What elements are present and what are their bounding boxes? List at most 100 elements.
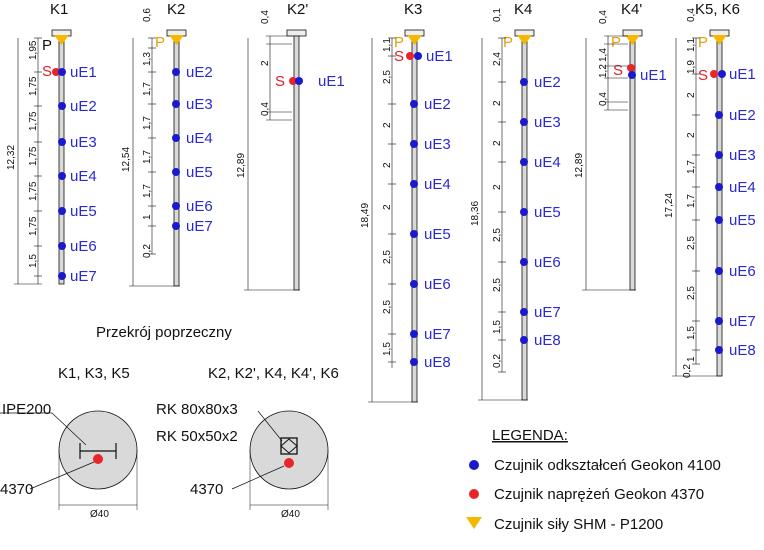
strain-sensor-icon [715, 317, 723, 325]
stress-sensor-icon [710, 70, 718, 78]
strain-sensor-icon [172, 100, 180, 108]
sensor-label: uE7 [729, 313, 756, 330]
dim-k2-total: 12,54 [121, 147, 132, 172]
sensor-label: uE6 [70, 238, 97, 255]
sensor-label: uE3 [424, 136, 451, 153]
cross-section-block: Przekrój poprzeczny K1, K3, K5 K2, K2', … [0, 324, 339, 520]
dim-seg: 1,5 [686, 326, 697, 340]
dim-seg: 1,5 [492, 320, 503, 334]
strain-sensor-icon [58, 102, 66, 110]
section-group-right: K2, K2', K4, K4', K6 [208, 365, 339, 382]
marker-s: S [613, 62, 623, 79]
section-left: IPE200 4370 Ø40 [0, 401, 138, 520]
sensor-label: uE6 [534, 254, 561, 271]
dim-seg: 0,2 [492, 354, 503, 368]
strain-sensor-icon [410, 180, 418, 188]
strain-sensor-icon [58, 68, 66, 76]
sensor-label: uE1 [729, 66, 756, 83]
stress-sensor-icon [52, 68, 60, 76]
sensor-label: uE1 [318, 73, 345, 90]
marker-p: P [42, 37, 52, 54]
stress-sensor-icon [284, 458, 294, 468]
dim-seg: 1,75 [28, 181, 39, 201]
sensor-label: uE3 [186, 96, 213, 113]
strain-sensor-icon [520, 258, 528, 266]
dim-seg: 1,75 [28, 111, 39, 131]
force-sensor-icon [625, 35, 640, 45]
strain-sensor-icon [58, 272, 66, 280]
force-sensor-icon [712, 35, 727, 45]
sensor-label: uE1 [640, 67, 667, 84]
dim-total: 18,49 [360, 203, 371, 228]
sensor-label: uE4 [534, 154, 561, 171]
strain-sensor-icon [520, 208, 528, 216]
dim-seg: 1,1 [686, 38, 697, 52]
pile-k1: K1 P S 12,32 1,95 1,75 1,75 1,75 1,75 1,… [6, 1, 97, 285]
sensor-label: uE3 [534, 114, 561, 131]
dim-seg: 2,5 [382, 70, 393, 84]
dim-seg: 1,1 [382, 38, 393, 52]
dim-seg: 0,6 [142, 8, 153, 22]
sensor-label: uE1 [70, 64, 97, 81]
strain-sensors [58, 68, 66, 280]
strain-sensor-icon [520, 308, 528, 316]
sensor-label: uE5 [186, 164, 213, 181]
dim-seg: 2,5 [686, 236, 697, 250]
sensor-label: uE3 [70, 134, 97, 151]
sensor-label: uE8 [729, 342, 756, 359]
dim-seg: 1 [142, 214, 153, 220]
legend-item-strain: Czujnik odkształceń Geokon 4100 [494, 457, 721, 474]
sensor-label: uE2 [534, 74, 561, 91]
dim-total: 12,89 [574, 153, 585, 178]
legend-title: LEGENDA: [492, 427, 568, 444]
strain-sensor-icon [172, 134, 180, 142]
stress-sensor-icon [289, 77, 297, 85]
strain-sensor-icon [172, 168, 180, 176]
sensor-label: uE1 [426, 48, 453, 65]
strain-sensor-icon [628, 71, 636, 79]
strain-sensor-icon [414, 52, 422, 60]
strain-sensor-icon [410, 330, 418, 338]
strain-sensor-icon [410, 100, 418, 108]
dim-seg: 2,5 [382, 300, 393, 314]
legend: LEGENDA: Czujnik odkształceń Geokon 4100… [466, 427, 721, 533]
sensor-label: uE8 [424, 354, 451, 371]
dim-seg: 1 [686, 356, 697, 362]
dim-seg: 2 [686, 132, 697, 138]
marker-p: P [611, 34, 621, 51]
strain-sensor-icon [520, 336, 528, 344]
sensor-label: uE5 [424, 226, 451, 243]
strain-sensor-icon [410, 140, 418, 148]
section-profile-label-1: RK 80x80x3 [156, 401, 238, 418]
dim-seg: 1,95 [28, 40, 39, 60]
force-sensor-icon [169, 35, 184, 45]
strain-sensor-icon [410, 230, 418, 238]
dim-seg: 1,7 [142, 116, 153, 130]
pile-k5-k6: K5, K6 P S 17,24 0,4 1,1 1,9 2 2 1,7 1,7… [664, 1, 756, 378]
pile-title-k2-prime: K2' [287, 1, 308, 18]
small-tube-icon [280, 438, 298, 454]
marker-p: P [503, 34, 513, 51]
strain-sensor-icon [58, 207, 66, 215]
section-diameter: Ø40 [90, 509, 109, 520]
strain-sensor-icon [520, 158, 528, 166]
marker-s: S [42, 63, 52, 80]
dim-seg: 0,2 [142, 244, 153, 258]
strain-sensor-icon [58, 172, 66, 180]
dim-seg: 2 [382, 204, 393, 210]
sensor-label: uE6 [186, 198, 213, 215]
dim-seg: 0,2 [682, 364, 693, 378]
marker-s: S [275, 73, 285, 90]
stress-sensor-icon [406, 52, 414, 60]
dim-seg: 0,4 [598, 92, 609, 106]
strain-sensor-icon [715, 267, 723, 275]
pile-title-k4-prime: K4' [621, 1, 642, 18]
legend-stress-icon [469, 489, 479, 499]
stress-sensor-icon [93, 454, 103, 464]
stress-sensor-icon [627, 64, 635, 72]
dim-seg: 2 [492, 184, 503, 190]
legend-item-stress: Czujnik naprężeń Geokon 4370 [494, 486, 704, 503]
force-sensor-icon [407, 35, 422, 45]
dim-seg: 1,7 [142, 184, 153, 198]
pile-title-k4: K4 [514, 1, 532, 18]
